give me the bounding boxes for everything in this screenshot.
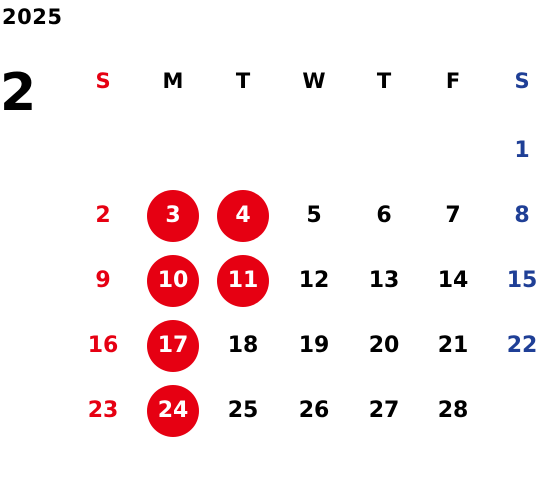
day-cell[interactable]: 28 bbox=[437, 398, 469, 423]
day-cell[interactable]: 23 bbox=[87, 398, 119, 423]
day-cell[interactable]: 25 bbox=[227, 398, 259, 423]
weekday-sun: S bbox=[95, 68, 111, 93]
day-cell[interactable]: 19 bbox=[298, 333, 330, 358]
day-cell[interactable]: 6 bbox=[376, 203, 392, 228]
day-cell[interactable]: 26 bbox=[298, 398, 330, 423]
day-cell[interactable]: 9 bbox=[95, 268, 111, 293]
day-cell[interactable]: 27 bbox=[368, 398, 400, 423]
day-cell[interactable]: 16 bbox=[87, 333, 119, 358]
day-cell[interactable]: 15 bbox=[506, 268, 538, 293]
day-cell[interactable]: 5 bbox=[306, 203, 322, 228]
day-cell-highlighted[interactable]: 3 bbox=[147, 190, 199, 242]
day-cell-highlighted[interactable]: 4 bbox=[217, 190, 269, 242]
weekday-fri: F bbox=[445, 68, 461, 93]
weekday-tue: T bbox=[235, 68, 251, 93]
day-cell[interactable]: 2 bbox=[95, 203, 111, 228]
calendar-year: 2025 bbox=[2, 5, 63, 29]
day-cell[interactable]: 22 bbox=[506, 333, 538, 358]
day-cell[interactable]: 13 bbox=[368, 268, 400, 293]
calendar-month: 2 bbox=[0, 63, 37, 123]
day-cell-highlighted[interactable]: 17 bbox=[147, 320, 199, 372]
day-cell[interactable]: 12 bbox=[298, 268, 330, 293]
day-cell-highlighted[interactable]: 24 bbox=[147, 385, 199, 437]
day-cell[interactable]: 1 bbox=[514, 138, 530, 163]
day-cell[interactable]: 7 bbox=[445, 203, 461, 228]
weekday-sat: S bbox=[514, 68, 530, 93]
day-cell[interactable]: 20 bbox=[368, 333, 400, 358]
day-cell-highlighted[interactable]: 10 bbox=[147, 255, 199, 307]
day-cell[interactable]: 21 bbox=[437, 333, 469, 358]
day-cell[interactable]: 14 bbox=[437, 268, 469, 293]
day-cell-highlighted[interactable]: 11 bbox=[217, 255, 269, 307]
weekday-thu: T bbox=[376, 68, 392, 93]
weekday-mon: M bbox=[162, 68, 184, 93]
day-cell[interactable]: 8 bbox=[514, 203, 530, 228]
day-cell[interactable]: 18 bbox=[227, 333, 259, 358]
weekday-wed: W bbox=[302, 68, 326, 93]
